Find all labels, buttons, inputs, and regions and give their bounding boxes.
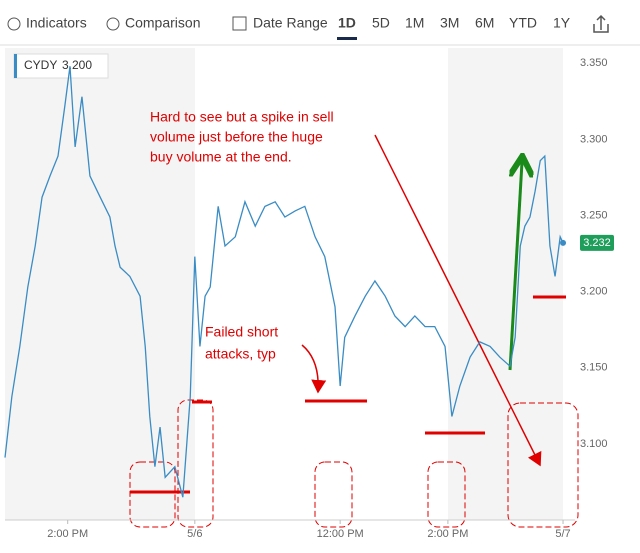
- range-button[interactable]: 6M: [475, 15, 494, 31]
- y-tick-label: 3.300: [580, 133, 608, 145]
- icon: [106, 17, 120, 31]
- cloud-outline: [427, 461, 466, 528]
- range-button[interactable]: 5D: [372, 15, 390, 31]
- y-tick-label: 3.150: [580, 362, 608, 374]
- price-badge: [580, 234, 614, 251]
- green-arrow: [508, 162, 522, 371]
- cloud-outline: [177, 399, 214, 528]
- legend-ticker: CYDY: [24, 58, 57, 72]
- price-line: [4, 66, 564, 498]
- x-tick-label: 12:00 PM: [317, 528, 364, 540]
- toolbar-button[interactable]: Indicators: [26, 15, 87, 31]
- y-tick-label: 3.350: [580, 57, 608, 69]
- annotation-text: Hard to see but a spike in sell: [150, 109, 334, 125]
- y-tick-label: 3.200: [580, 286, 608, 298]
- range-button[interactable]: 3M: [440, 15, 459, 31]
- cloud-outline: [507, 402, 579, 528]
- x-tick-label: 5/6: [187, 528, 202, 540]
- session-band: [5, 48, 195, 520]
- arrow: [301, 344, 327, 394]
- icon: [7, 17, 21, 31]
- range-button[interactable]: 1D: [338, 15, 356, 31]
- legend-box: [13, 53, 109, 79]
- range-button[interactable]: 1Y: [553, 15, 571, 31]
- last-point: [560, 239, 567, 246]
- icon: [232, 16, 247, 31]
- y-tick-label: 3.100: [580, 438, 608, 450]
- legend-swatch: [14, 54, 17, 78]
- price-badge-label: 3.232: [583, 237, 611, 249]
- x-tick-label: 2:00 PM: [427, 528, 468, 540]
- x-tick-label: 2:00 PM: [47, 528, 88, 540]
- range-button[interactable]: YTD: [509, 15, 537, 31]
- arrow: [374, 134, 542, 467]
- annotation-text: volume just before the huge: [150, 129, 323, 145]
- range-button[interactable]: 1M: [405, 15, 424, 31]
- annotation-shapes: [129, 134, 579, 528]
- annotation-text: buy volume at the end.: [150, 149, 292, 165]
- toolbar-button[interactable]: Comparison: [125, 15, 200, 31]
- cloud-outline: [129, 461, 176, 528]
- active-indicator: [337, 37, 357, 40]
- toolbar: Indicators Comparison Date Range 1D 5D 1…: [0, 14, 640, 46]
- cloud-outline: [314, 461, 353, 528]
- annotation-text: Failed short: [205, 324, 278, 340]
- session-band: [448, 48, 563, 520]
- legend-price: 3.200: [62, 58, 92, 72]
- share-icon[interactable]: [593, 14, 609, 33]
- x-tick-label: 5/7: [555, 528, 570, 540]
- toolbar-button[interactable]: Date Range: [253, 15, 328, 31]
- annotation-text: attacks, typ: [205, 346, 276, 362]
- y-tick-label: 3.250: [580, 209, 608, 221]
